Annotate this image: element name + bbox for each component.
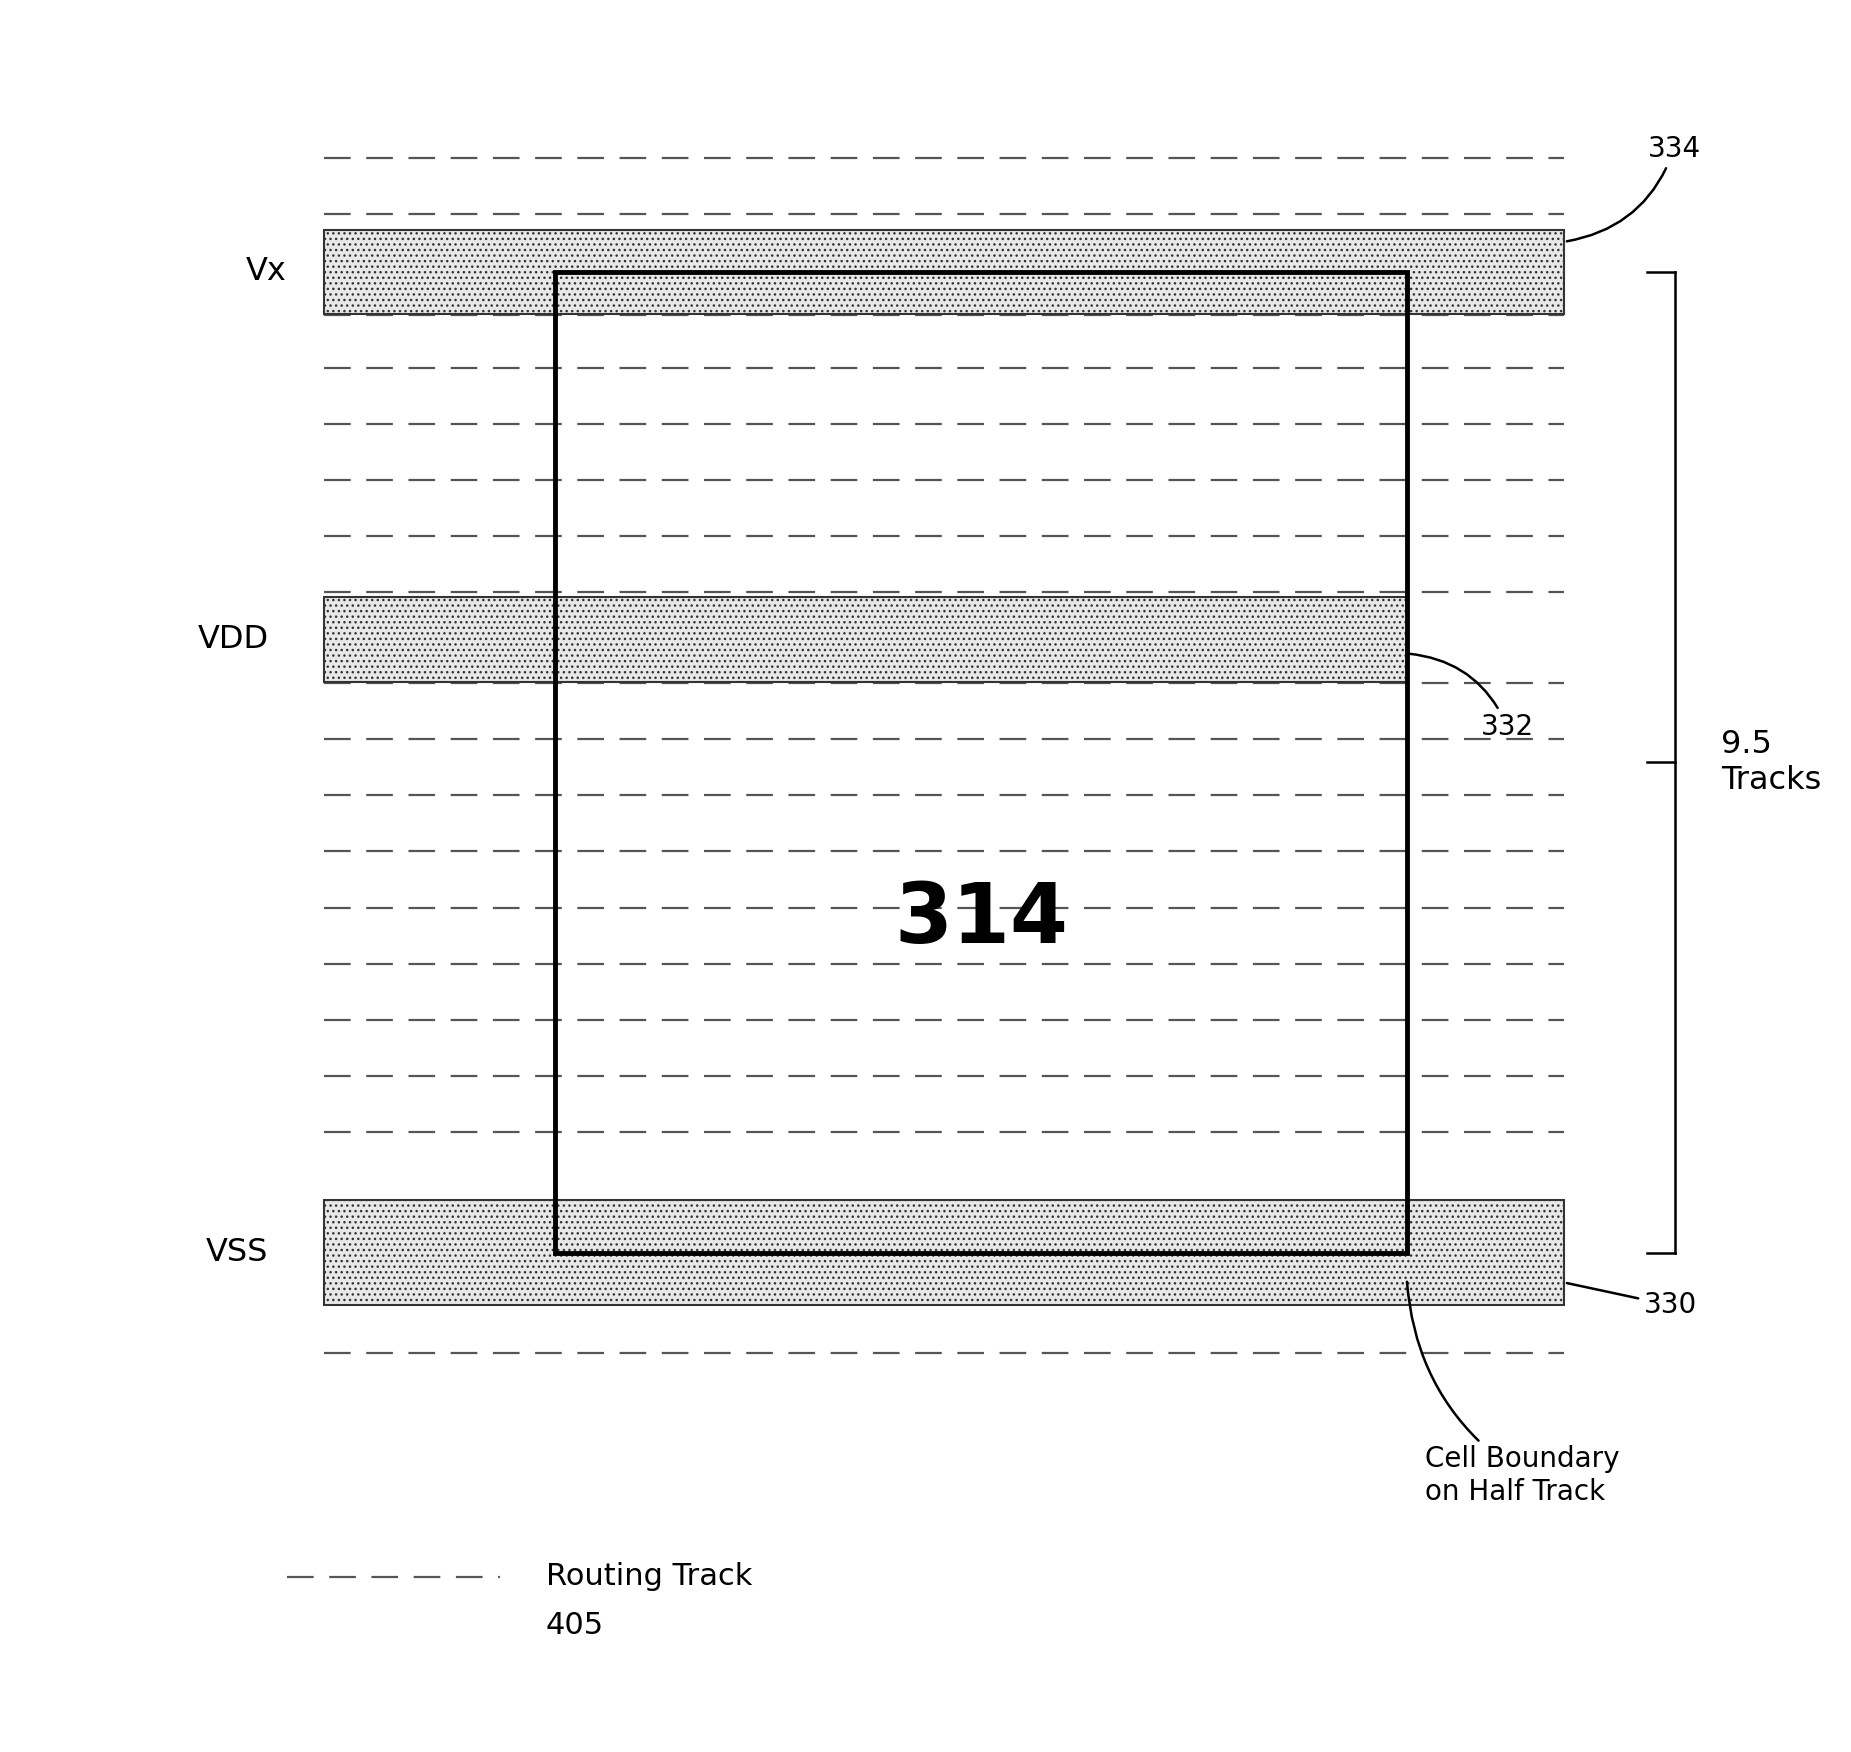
Text: VDD: VDD [198, 624, 268, 655]
Text: 332: 332 [1409, 653, 1534, 741]
Bar [324, 1200, 1564, 1305]
Text: Routing Track: Routing Track [546, 1563, 752, 1591]
Bar [555, 272, 1407, 1253]
Text: Cell Boundary
on Half Track: Cell Boundary on Half Track [1407, 1282, 1620, 1505]
Text: 330: 330 [1566, 1282, 1697, 1319]
Text: 9.5
Tracks: 9.5 Tracks [1721, 729, 1821, 795]
Text: 405: 405 [546, 1612, 603, 1640]
Text: VSS: VSS [205, 1237, 268, 1268]
Text: 334: 334 [1566, 135, 1701, 242]
Bar [324, 597, 1407, 682]
Text: 314: 314 [894, 880, 1068, 960]
Bar [324, 230, 1564, 314]
Text: Vx: Vx [246, 256, 287, 287]
